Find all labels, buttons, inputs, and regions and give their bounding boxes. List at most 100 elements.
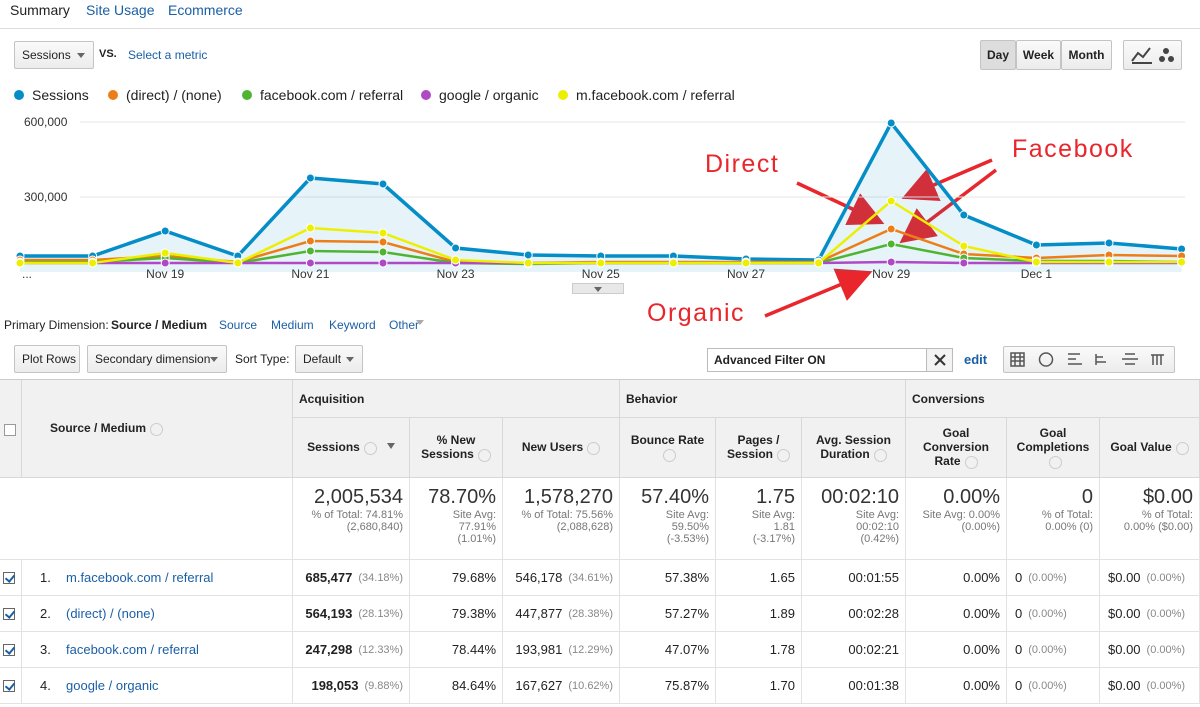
row-percent: (0.00%) <box>1028 643 1067 656</box>
period-button[interactable]: Month <box>1061 40 1112 70</box>
data-point <box>886 257 896 267</box>
column-header[interactable]: Source / Medium <box>22 380 293 478</box>
data-point <box>886 224 896 234</box>
data-point <box>305 258 315 268</box>
tab[interactable]: Summary <box>10 2 70 18</box>
select-all-box[interactable] <box>4 424 16 436</box>
column-header[interactable]: Goal Conversion Rate <box>906 418 1007 478</box>
dimension-option[interactable]: Other <box>389 318 420 332</box>
row-value: 1.70 <box>769 678 795 693</box>
row-cell: 78.44% <box>410 632 503 668</box>
chart-resize-handle[interactable] <box>572 283 624 294</box>
chart-type-buttons[interactable] <box>1123 40 1182 70</box>
period-button[interactable]: Day <box>980 40 1016 70</box>
row-checkbox[interactable] <box>3 572 15 584</box>
row-cell: 57.27% <box>620 596 716 632</box>
total-note: Site Avg: <box>855 509 899 521</box>
row-cell: 00:02:28 <box>802 596 906 632</box>
tab[interactable]: Ecommerce <box>168 2 243 18</box>
row-cell: 79.68% <box>410 560 503 596</box>
data-point <box>523 250 533 260</box>
toolbar-button[interactable]: Default <box>295 345 363 373</box>
toolbar-button[interactable]: Plot Rows <box>14 345 80 373</box>
view-buttons[interactable] <box>1003 346 1175 373</box>
period-button[interactable]: Week <box>1016 40 1061 70</box>
column-title: % New Sessions <box>418 433 494 462</box>
row-cell: $0.00 (0.00%) <box>1100 560 1200 596</box>
caret <box>416 320 424 326</box>
row-value: 0 <box>1015 606 1023 621</box>
total-note: Site Avg: <box>665 509 709 521</box>
row-name[interactable]: facebook.com / referral <box>66 642 199 657</box>
data-point <box>15 258 25 268</box>
row-name[interactable]: google / organic <box>66 678 159 693</box>
tab[interactable]: Site Usage <box>86 2 155 18</box>
help-icon <box>964 455 978 469</box>
filter-box[interactable] <box>707 348 953 372</box>
toolbar-button[interactable]: Secondary dimension <box>87 345 227 373</box>
column-header[interactable]: Goal Completions <box>1007 418 1100 478</box>
help-icon <box>777 448 791 462</box>
column-title: Goal Completions <box>1015 426 1091 469</box>
row-checkbox[interactable] <box>3 644 15 656</box>
metric-dropdown[interactable]: Sessions <box>14 41 94 69</box>
edit-link[interactable]: edit <box>964 352 988 367</box>
help-icon <box>663 448 676 462</box>
row-check-cell <box>0 596 22 632</box>
total-note: 0.00% ($0.00) <box>1123 521 1193 533</box>
column-header[interactable]: Pages / Session <box>716 418 802 478</box>
filter-clear[interactable] <box>926 349 952 371</box>
row-cell: 57.38% <box>620 560 716 596</box>
row-checkbox[interactable] <box>3 680 15 692</box>
row-name[interactable]: m.facebook.com / referral <box>66 570 214 585</box>
total-value: 78.70% <box>428 486 496 508</box>
row-index: 3. <box>40 642 51 657</box>
column-header[interactable]: Sessions <box>293 418 410 478</box>
dimension-option[interactable]: Keyword <box>329 318 376 332</box>
column-header[interactable]: Avg. Session Duration <box>802 418 906 478</box>
data-point <box>378 258 388 268</box>
row-value: 79.38% <box>451 606 496 621</box>
column-header[interactable]: New Users <box>503 418 620 478</box>
row-percent: (28.38%) <box>568 607 613 620</box>
row-name[interactable]: (direct) / (none) <box>66 606 155 621</box>
data-point <box>886 118 896 128</box>
column-header[interactable]: Goal Value <box>1100 418 1200 478</box>
row-checkbox[interactable] <box>3 608 15 620</box>
annotation: Organic <box>647 299 745 327</box>
column-header[interactable]: Bounce Rate <box>620 418 716 478</box>
data-point <box>523 258 533 268</box>
legend-swatch <box>108 90 118 100</box>
row-cell: 546,178 (34.61%) <box>503 560 620 596</box>
total-note: % of Total: <box>1041 509 1093 521</box>
total-value: 57.40% <box>641 486 709 508</box>
data-point <box>378 228 388 238</box>
dimension-option[interactable]: Source / Medium <box>111 318 208 332</box>
data-point <box>1177 257 1187 267</box>
x-tick-label: Nov 23 <box>437 267 475 281</box>
sort-label: Sort Type: <box>235 352 290 366</box>
column-title: Goal Value <box>1110 440 1189 455</box>
row-cell: 84.64% <box>410 668 503 704</box>
row-value: 198,053 <box>311 678 359 693</box>
row-percent: (0.00%) <box>1146 679 1186 692</box>
row-value: 00:01:55 <box>848 570 899 585</box>
row-value: 79.68% <box>451 570 496 585</box>
total-value: $0.00 <box>1142 486 1193 508</box>
data-point <box>1104 238 1114 248</box>
select-metric[interactable]: Select a metric <box>128 48 208 62</box>
row-value: 0.00% <box>963 678 1000 693</box>
data-point <box>160 248 170 258</box>
data-point <box>378 237 388 247</box>
row-cell: 0 (0.00%) <box>1007 668 1100 704</box>
table-top <box>0 379 1200 380</box>
dimension-option[interactable]: Source <box>219 318 258 332</box>
column-header[interactable]: % New Sessions <box>410 418 503 478</box>
x-tick-label: Nov 19 <box>146 267 184 281</box>
row-cell: 47.07% <box>620 632 716 668</box>
dimension-option[interactable]: Medium <box>271 318 314 332</box>
row-value: $0.00 <box>1108 678 1141 693</box>
column-title-text: % New Sessions <box>421 433 476 462</box>
totals-cell: 78.70% Site Avg: 77.91% (1.01%) <box>410 478 503 560</box>
row-value: 0 <box>1015 642 1023 657</box>
